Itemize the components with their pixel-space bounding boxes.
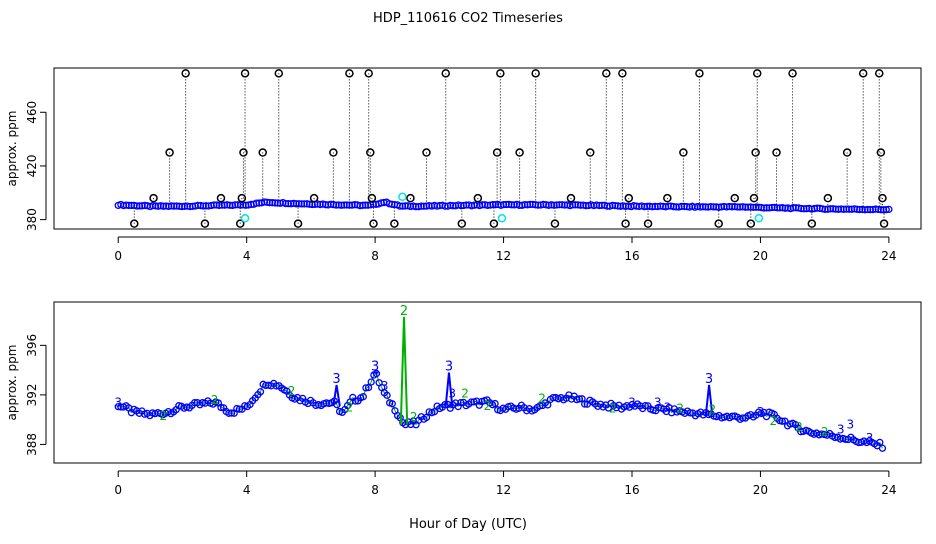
digit-marker: 3: [847, 418, 855, 432]
top-panel: 0 4 8 12 16 20 24 380 420 460 approx. ppm: [5, 68, 921, 263]
y-tick-label: 388: [25, 433, 39, 456]
x-tick-label: 16: [624, 249, 639, 263]
plot-frame: [54, 302, 921, 463]
y-tick-label: 392: [25, 383, 39, 406]
digit-marker: 2: [609, 402, 617, 416]
digit-marker: 3: [114, 395, 122, 409]
y-tick-label: 396: [25, 334, 39, 357]
y-tick-label: 420: [25, 154, 39, 177]
digit-marker: 3: [837, 423, 845, 437]
y-axis-label: approx. ppm: [5, 345, 19, 421]
x-tick-label: 16: [624, 483, 639, 497]
digit-marker: 2: [538, 392, 546, 406]
digit-marker: 3: [866, 431, 874, 445]
digit-marker: 3: [628, 395, 636, 409]
x-axis-label: Hour of Day (UTC): [409, 517, 527, 532]
spike-label: 3: [705, 372, 713, 387]
x-tick-label: 12: [496, 483, 511, 497]
y-axis-label: approx. ppm: [5, 111, 19, 187]
digit-marker: 3: [757, 405, 765, 419]
y-axis: 380 420 460 approx. ppm: [5, 101, 46, 231]
x-tick-label: 20: [753, 249, 768, 263]
chart-title: HDP_110616 CO2 Timeseries: [373, 11, 563, 26]
digit-marker: 3: [448, 387, 456, 401]
x-axis: 0 4 8 12 16 20 24: [114, 471, 896, 497]
digit-marker: 2: [484, 399, 492, 413]
flagged-point: [755, 215, 762, 222]
x-tick-label: 20: [753, 483, 768, 497]
y-axis: 388 392 396 approx. ppm: [5, 334, 46, 456]
digit-marker: 2: [346, 400, 354, 414]
x-tick-label: 24: [881, 249, 896, 263]
digit-marker: 2: [795, 420, 803, 434]
digit-marker: 2: [821, 425, 829, 439]
flagged-point: [242, 215, 249, 222]
digit-marker: 2: [211, 393, 219, 407]
spike-label: 3: [445, 360, 453, 375]
digit-marker: 2: [159, 409, 167, 423]
y-tick-label: 380: [25, 208, 39, 231]
digit-marker: 2: [708, 403, 716, 417]
x-tick-label: 8: [371, 249, 379, 263]
x-tick-label: 8: [371, 483, 379, 497]
flagged-point: [399, 193, 406, 200]
spike-line: [401, 317, 407, 425]
digit-marker: 2: [410, 410, 418, 424]
digit-marker: 2: [288, 384, 296, 398]
x-tick-label: 4: [243, 483, 251, 497]
x-axis: 0 4 8 12 16 20 24: [114, 237, 896, 263]
x-tick-label: 0: [114, 483, 122, 497]
digit-marker: 2: [676, 402, 684, 416]
spike-label: 3: [332, 372, 340, 387]
spike-label: 2: [400, 304, 408, 319]
digit-marker: 3: [664, 400, 672, 414]
trace-points: [115, 371, 885, 452]
x-tick-label: 12: [496, 249, 511, 263]
digit-marker: 2: [461, 387, 469, 401]
digit-marker: 3: [381, 379, 389, 393]
x-tick-label: 4: [243, 249, 251, 263]
flagged-point: [498, 215, 505, 222]
digit-marker: 3: [654, 395, 662, 409]
spike-label: 3: [371, 360, 379, 375]
y-tick-label: 460: [25, 101, 39, 124]
baseline-series: [115, 199, 892, 213]
digit-marker: 2: [769, 414, 777, 428]
x-tick-label: 0: [114, 249, 122, 263]
x-tick-label: 24: [881, 483, 896, 497]
